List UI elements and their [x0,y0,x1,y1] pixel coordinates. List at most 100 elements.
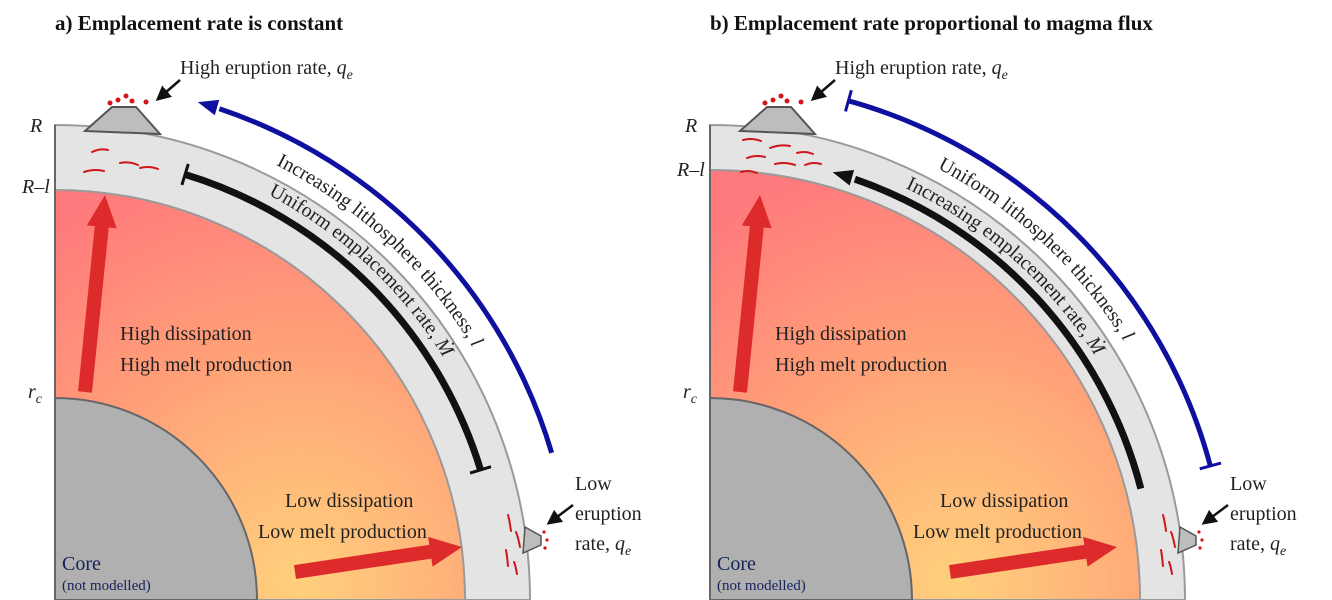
region-label: High dissipation [120,323,252,345]
radius-label: rc [683,381,698,407]
radius-label-part: r [683,381,691,403]
dike [804,161,822,166]
lava [784,98,790,104]
lava [762,100,768,106]
melt-arrow [78,195,117,393]
radius-label: R [684,115,697,137]
panel-title-part: b) Emplacement rate proportional to magm… [710,11,1153,35]
arrow-head [832,170,855,186]
eruption-symbol: q [992,57,1002,79]
bar-end [469,465,492,475]
region-label-part: High dissipation [120,323,252,345]
dike [1168,561,1173,575]
radius-label-part: R–l [676,159,705,181]
bar-end [180,163,190,186]
region-label-part: Low dissipation [285,490,413,512]
core-note: (not modelled) [62,578,151,594]
region-label: High dissipation [775,323,907,345]
lava [1198,546,1202,550]
radius-label-part: R [684,115,697,137]
pointer [155,79,181,101]
lava [123,93,129,99]
lava [1200,538,1204,542]
core [54,396,259,600]
dike [515,531,521,548]
radius-label: rc [28,381,43,407]
region-label: Low melt production [913,521,1082,543]
bar-end [1199,461,1222,471]
core-note-part: (not modelled) [62,578,151,594]
volcano [737,106,818,136]
region-label: High melt production [120,354,292,376]
melt-arrow [733,195,772,393]
pointer [546,504,574,525]
lava [129,98,135,104]
eruption-label-part: High eruption rate, [835,57,987,79]
pointer [1201,504,1229,525]
eruption-label: rate, qe [1230,533,1286,559]
dike [1170,531,1176,548]
radius-label-part: R [29,115,42,137]
dike [513,561,518,575]
dike [769,144,791,149]
volcano [1177,525,1197,555]
radius-label: R–l [21,176,50,198]
emplacement-bar [184,171,484,471]
radius-label-part: c [36,392,43,407]
radius-label-part: c [691,392,698,407]
dike [796,150,814,155]
region-label-part: Low melt production [913,521,1082,543]
thickness-arrow [218,106,555,454]
radius-label-part: R–l [21,176,50,198]
eruption-subscript: e [347,68,353,83]
eruption-label: eruption [1230,503,1297,525]
eruption-label-part: Low [1230,473,1267,495]
eruption-subscript: e [1280,544,1286,559]
core-note-part: (not modelled) [717,578,806,594]
melt-arrow [948,536,1117,579]
eruption-label: High eruption rate, qe [835,57,1008,83]
region-label: Low melt production [258,521,427,543]
region-label: Low dissipation [940,490,1068,512]
lava [798,99,804,105]
eruption-label: rate, qe [575,533,631,559]
eruption-label-part: Low [575,473,612,495]
lava [107,100,113,106]
lava [115,97,121,103]
eruption-symbol: q [337,57,347,79]
region-label: Low dissipation [285,490,413,512]
region-label: High melt production [775,354,947,376]
panel-title: a) Emplacement rate is constant [55,11,343,35]
eruption-label-part: rate, [575,533,610,555]
dike [119,161,139,166]
eruption-label: Low [575,473,612,495]
dike [507,514,512,532]
core-label: Core [62,553,101,575]
region-label-part: High dissipation [775,323,907,345]
bar-end [844,89,853,112]
eruption-label: eruption [575,503,642,525]
lava [770,97,776,103]
eruption-label-part: eruption [575,503,642,525]
eruption-subscript: e [1002,68,1008,83]
lava [542,530,546,534]
dike [505,549,509,567]
lava [545,538,549,542]
core-label: Core [717,553,756,575]
eruption-label: Low [1230,473,1267,495]
core-label-part: Core [717,553,756,575]
volcano [522,525,542,555]
core [709,396,914,600]
eruption-symbol: q [615,533,625,555]
eruption-label-part: rate, [1230,533,1265,555]
pointer [810,79,836,101]
dike [83,168,105,173]
radius-label-part: r [28,381,36,403]
arrow-head [197,99,220,116]
lava [143,99,149,105]
dike [1160,549,1164,567]
panel-title-part: a) Emplacement rate is constant [55,11,343,35]
dike [1162,514,1167,532]
